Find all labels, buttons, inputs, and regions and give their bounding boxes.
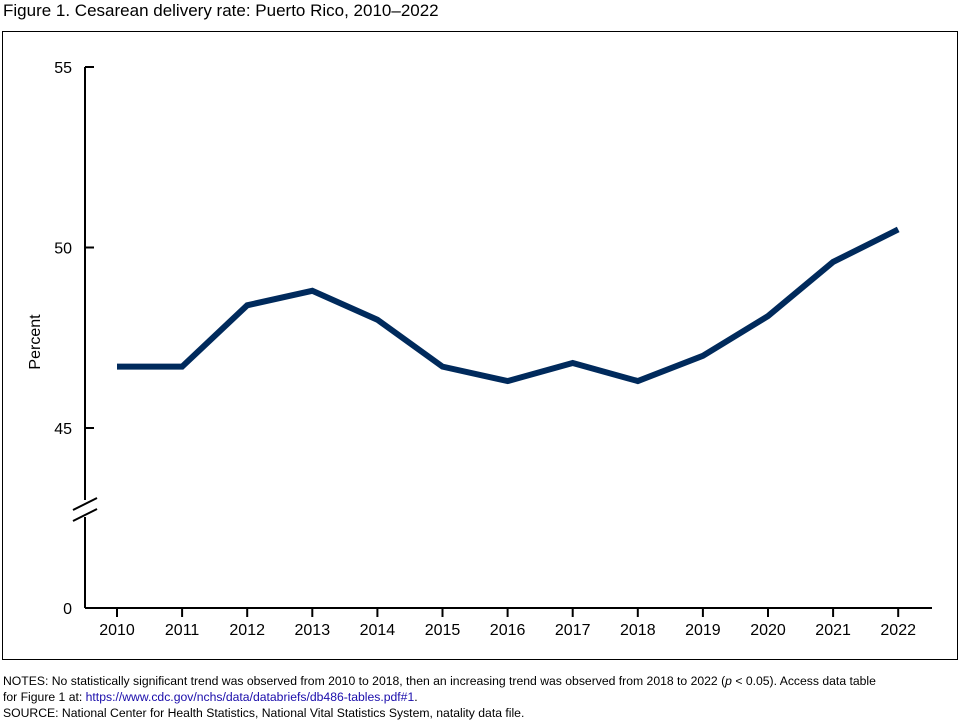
data-point (374, 317, 380, 323)
y-axis-label: Percent (27, 314, 44, 370)
data-point (440, 364, 446, 370)
data-point (505, 378, 511, 384)
x-tick-label: 2011 (165, 622, 200, 639)
data-point (244, 302, 250, 308)
x-tick-label: 2016 (490, 622, 526, 639)
axes (72, 67, 932, 609)
chart-title: Figure 1. Cesarean delivery rate: Puerto… (3, 1, 439, 20)
x-tick-label: 2021 (815, 622, 851, 639)
y-tick-label: 0 (63, 601, 72, 618)
p-value-symbol: p (725, 674, 732, 688)
data-point (570, 360, 576, 366)
y-axis-ticks: 0 45 50 55 (54, 60, 94, 618)
data-point (895, 226, 901, 232)
notes-text-for: for Figure 1 at: (3, 690, 86, 704)
data-point (635, 378, 641, 384)
notes-section: NOTES: No statistically significant tren… (3, 673, 959, 721)
x-tick-label: 2013 (295, 622, 331, 639)
data-point (114, 364, 120, 370)
x-tick-label: 2014 (360, 622, 396, 639)
notes-text-cont: < 0.05). Access data table (731, 674, 876, 688)
source-line: SOURCE: National Center for Health Stati… (3, 706, 525, 720)
notes-text-period: . (414, 690, 418, 704)
data-point (765, 313, 771, 319)
series-line (117, 226, 900, 385)
x-tick-label: 2019 (685, 622, 721, 639)
data-point (309, 288, 315, 294)
x-tick-label: 2015 (425, 622, 461, 639)
x-tick-label: 2012 (229, 622, 265, 639)
notes-line-2: for Figure 1 at: https://www.cdc.gov/nch… (3, 689, 959, 705)
notes-line-1: NOTES: No statistically significant tren… (3, 673, 959, 689)
chart-frame (2, 31, 958, 660)
x-tick-label: 2020 (750, 622, 786, 639)
data-point (830, 259, 836, 265)
x-axis-ticks: 2010 2011 2012 2013 2014 2015 2016 2017 2018 2019… (99, 608, 916, 639)
x-tick-label: 2022 (880, 622, 916, 639)
data-table-link[interactable]: https://www.cdc.gov/nchs/data/databriefs… (85, 690, 415, 704)
y-tick-label: 55 (54, 60, 72, 77)
axis-break-mark-lower (72, 508, 98, 522)
x-tick-label: 2010 (99, 622, 135, 639)
y-tick-label: 45 (54, 421, 72, 438)
axis-break-mark-upper (72, 497, 98, 511)
line-chart: Percent 2010 2011 2012 2013 2014 2015 2016 2017… (27, 60, 932, 639)
data-point (179, 364, 185, 370)
series-group (114, 226, 901, 385)
data-point (700, 353, 706, 359)
x-tick-label: 2018 (620, 622, 656, 639)
y-tick-label: 50 (54, 241, 72, 258)
notes-text: NOTES: No statistically significant tren… (3, 674, 726, 688)
x-tick-label: 2017 (555, 622, 591, 639)
